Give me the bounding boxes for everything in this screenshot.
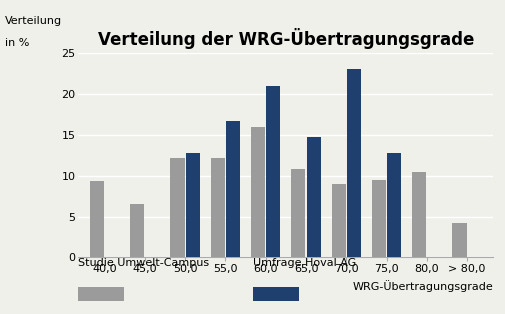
Text: Umfrage Hoval AG: Umfrage Hoval AG [252, 258, 356, 268]
Bar [90, 181, 104, 257]
Text: Verteilung: Verteilung [5, 16, 62, 26]
Bar [346, 69, 360, 257]
Text: Studie Umwelt-Campus: Studie Umwelt-Campus [78, 258, 209, 268]
Text: in %: in % [5, 38, 29, 48]
Bar [170, 158, 184, 257]
Bar [266, 86, 280, 257]
Bar [185, 153, 199, 257]
X-axis label: WRG-Übertragungsgrade: WRG-Übertragungsgrade [352, 280, 492, 292]
Bar [386, 153, 400, 257]
Title: Verteilung der WRG-Übertragungsgrade: Verteilung der WRG-Übertragungsgrade [97, 28, 473, 49]
Bar [291, 169, 305, 257]
Bar [371, 180, 385, 257]
Bar [130, 203, 144, 257]
Bar [412, 172, 425, 257]
Bar [331, 184, 345, 257]
Bar [451, 223, 466, 257]
Bar [211, 158, 224, 257]
Bar [306, 138, 320, 257]
Bar [250, 127, 265, 257]
Bar [226, 121, 240, 257]
